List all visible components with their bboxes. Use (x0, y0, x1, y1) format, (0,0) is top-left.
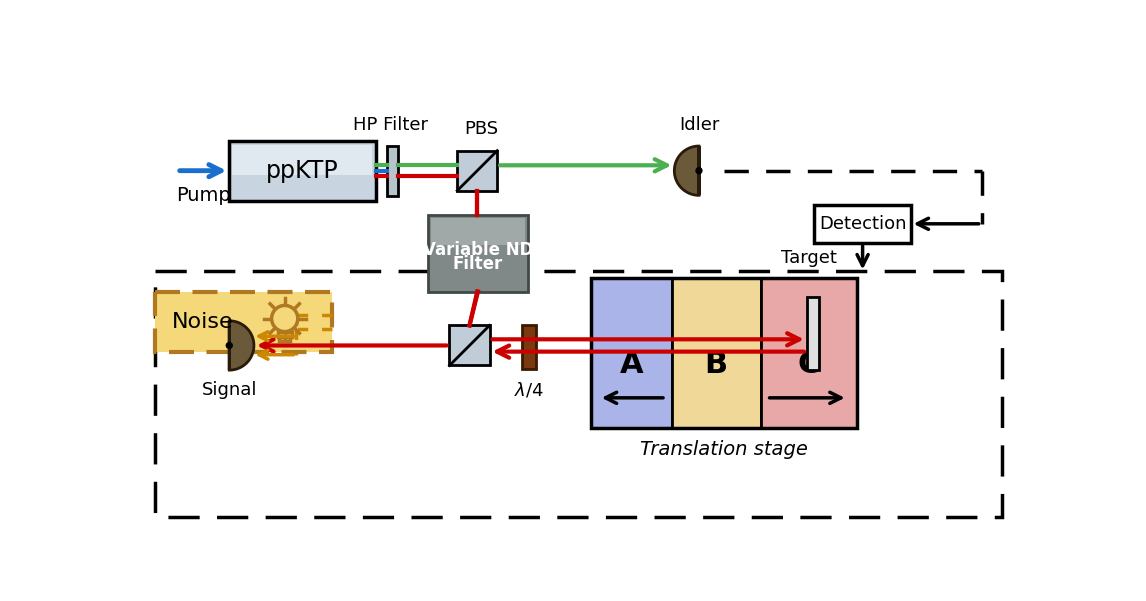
Text: Idler: Idler (678, 116, 720, 133)
Text: Detection: Detection (819, 215, 906, 233)
Bar (431, 218, 525, 245)
Text: Pump: Pump (175, 186, 230, 205)
Polygon shape (229, 321, 254, 370)
Bar (457, 151, 497, 191)
Text: HP Filter: HP Filter (353, 116, 429, 133)
Circle shape (696, 168, 702, 174)
Text: Translation stage: Translation stage (641, 440, 808, 459)
Text: Noise: Noise (172, 311, 234, 332)
Text: Filter: Filter (453, 255, 503, 273)
Text: B: B (705, 350, 728, 379)
Polygon shape (674, 146, 699, 195)
Bar (427, 215, 528, 291)
Bar (591, 278, 857, 428)
Text: C: C (798, 350, 819, 379)
Bar (280, 337, 290, 341)
Bar (672, 278, 761, 428)
Bar (277, 332, 291, 337)
Bar (591, 278, 672, 428)
Bar (387, 146, 398, 196)
Bar (156, 271, 1003, 517)
Bar (815, 204, 911, 243)
Text: PBS: PBS (464, 120, 499, 138)
Text: Target: Target (780, 249, 837, 267)
Text: $\lambda$/4: $\lambda$/4 (513, 381, 544, 400)
Bar (233, 144, 372, 174)
Bar (521, 325, 535, 370)
Bar (156, 291, 332, 352)
Text: Variable ND: Variable ND (423, 241, 533, 259)
Text: Signal: Signal (202, 381, 257, 399)
Bar (761, 278, 857, 428)
Circle shape (226, 343, 233, 349)
Text: ppKTP: ppKTP (266, 159, 339, 183)
Circle shape (272, 305, 298, 332)
Bar (449, 326, 489, 365)
Bar (807, 297, 819, 370)
Bar (229, 141, 376, 201)
Text: A: A (620, 350, 643, 379)
